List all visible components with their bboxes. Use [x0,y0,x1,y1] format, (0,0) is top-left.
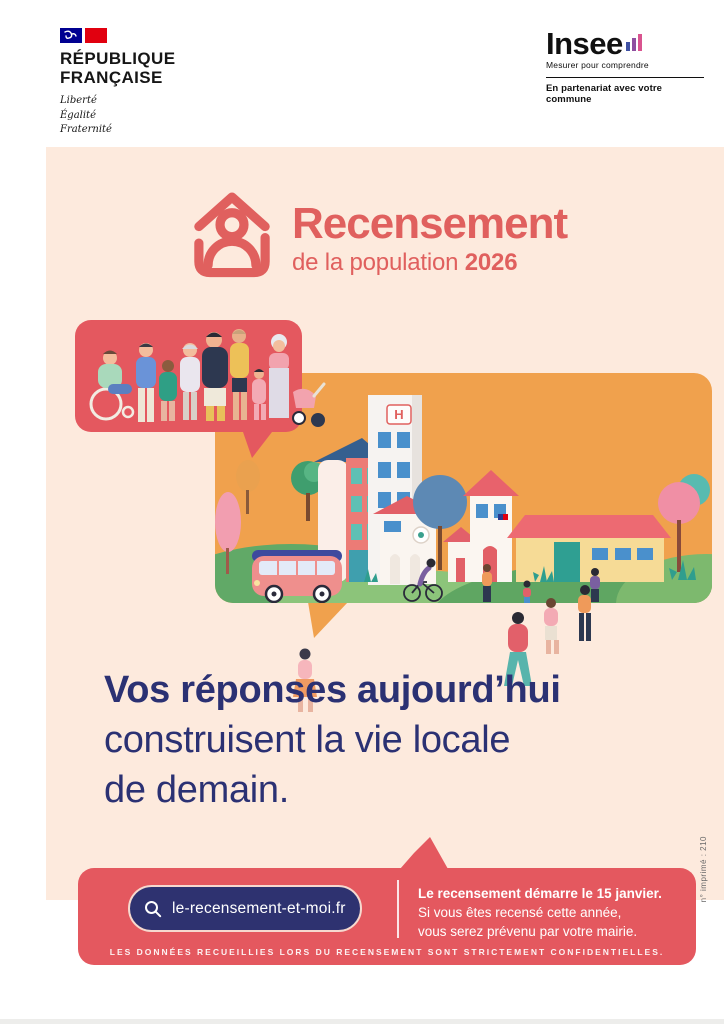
headline-line3: de demain. [104,768,290,811]
recensement-logo: Recensement de la population 2026 [186,184,568,282]
banner-notice: Le recensement démarre le 15 janvier. Si… [418,884,662,941]
walker-teal-pants [504,612,532,686]
person-navy [202,332,228,421]
republique-line2: FRANÇAISE [60,68,163,88]
insee-partnership: En partenariat avec votre commune [546,82,663,105]
person-blue-shirt [136,343,156,422]
walker-small-orange [578,585,591,641]
child-teal [159,360,177,421]
tree-pink-right [658,474,710,572]
city-illustration: H [215,373,712,638]
insee-bars-icon [625,34,642,51]
yellow-house [507,515,671,582]
marianne-flag-icon [60,28,175,43]
census-website-url[interactable]: le-recensement-et-moi.fr [172,899,346,917]
republique-francaise-logo: RÉPUBLIQUE FRANÇAISE Liberté Égalité Fra… [60,28,175,138]
page-bottom-edge [0,1019,724,1024]
villagers [482,564,600,603]
bushes [364,560,696,582]
tree-blue [413,475,467,570]
recensement-title: Recensement [292,199,568,248]
walker-orange-skirt [293,648,317,712]
motto-liberte: Liberté [60,95,97,107]
notice-line2: Si vous êtes recensé cette année, [418,905,622,921]
confidentiality-notice: LES DONNÉES RECUEILLIES LORS DU RECENSEM… [109,947,665,957]
bus [252,550,342,603]
search-icon [145,900,162,917]
search-url-pill[interactable]: le-recensement-et-moi.fr [128,885,362,932]
insee-wordmark: Insee [546,26,623,61]
recensement-subtitle: de la population [292,249,459,276]
pedestrians [293,585,591,712]
person-white-hair [269,334,289,418]
walker-pink [544,598,559,654]
child-pink [252,369,266,420]
notice-line3: vous serez prévenu par votre mairie. [418,924,638,940]
cyclist [403,558,443,602]
tree-pink-left [215,492,241,574]
tree-orange-small [236,460,260,514]
insee-divider [546,76,704,78]
print-number: n° imprimé : 210 [699,836,708,903]
house-with-flag [463,470,519,582]
banner-divider [397,880,399,938]
person-elderly [180,343,200,420]
city-and-people-illustration: H [75,320,712,712]
banner-tail [400,837,448,869]
insee-tagline: Mesurer pour comprendre [546,59,649,70]
headline: Vos réponses aujourd’hui construisent la… [104,666,561,815]
person-yellow [230,329,249,420]
stroller [292,382,326,427]
notice-line1: Le recensement démarre le 15 janvier. [418,886,662,901]
headline-line1: Vos réponses aujourd’hui [104,669,561,711]
person-wheelchair [89,350,135,421]
recensement-year: 2026 [464,249,518,276]
motto-fraternite: Fraternité [60,124,112,136]
info-banner: le-recensement-et-moi.fr Le recensement … [78,868,696,965]
people-illustration [75,320,326,458]
hospital-sign: H [394,407,403,422]
headline-line2: construisent la vie locale [104,718,511,761]
republique-line1: RÉPUBLIQUE [60,49,176,68]
recensement-home-icon [194,192,270,278]
motto-egalite: Égalité [60,109,96,121]
insee-logo: Insee Mesurer pour comprendre En partena… [546,26,704,105]
